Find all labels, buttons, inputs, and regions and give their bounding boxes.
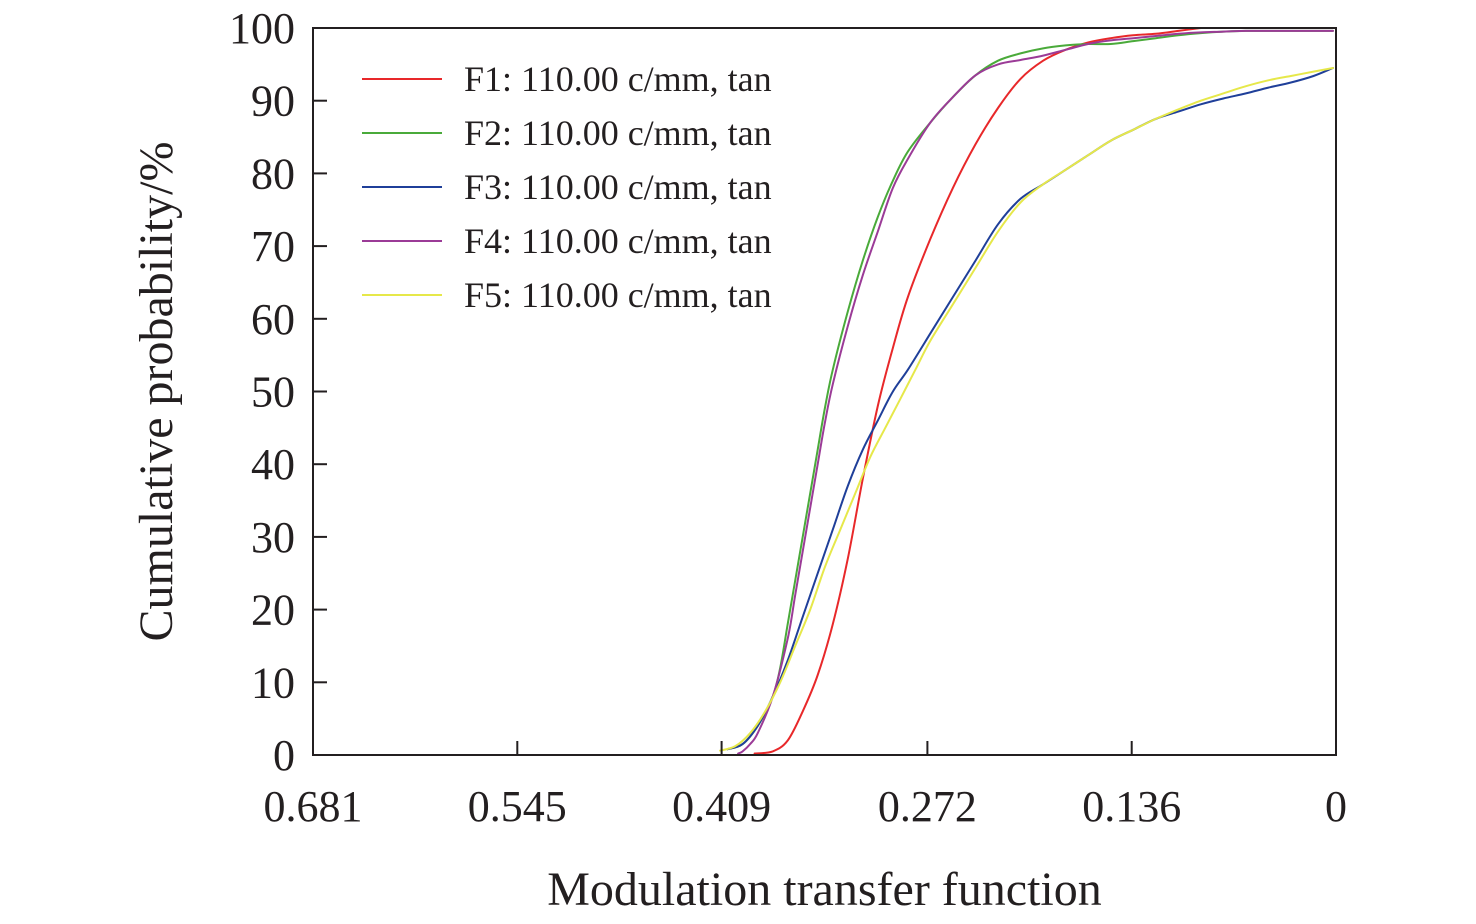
- x-tick-label: 0.409: [672, 782, 771, 831]
- series-line-f4: [737, 29, 1334, 755]
- y-tick-label: 80: [251, 149, 295, 198]
- y-tick-label: 100: [229, 4, 295, 53]
- y-axis-title: Cumulative probability/%: [130, 142, 183, 642]
- legend-label-f1: F1: 110.00 c/mm, tan: [464, 59, 772, 99]
- y-tick-label: 50: [251, 368, 295, 417]
- series-line-f1: [753, 27, 1202, 755]
- x-axis-title: Modulation transfer function: [547, 863, 1102, 916]
- legend-label-f3: F3: 110.00 c/mm, tan: [464, 167, 772, 207]
- x-tick-label: 0.272: [878, 782, 977, 831]
- y-tick-label: 40: [251, 440, 295, 489]
- legend: F1: 110.00 c/mm, tan F2: 110.00 c/mm, tan…: [362, 59, 772, 315]
- series-line-f5: [719, 67, 1334, 752]
- y-tick-label: 20: [251, 586, 295, 635]
- x-tick-label: 0.136: [1082, 782, 1181, 831]
- x-tick-label: 0.681: [264, 782, 363, 831]
- y-tick-label: 60: [251, 295, 295, 344]
- y-tick-label: 0: [273, 731, 295, 780]
- legend-label-f2: F2: 110.00 c/mm, tan: [464, 113, 772, 153]
- legend-label-f5: F5: 110.00 c/mm, tan: [464, 275, 772, 315]
- series-layer: [719, 27, 1334, 755]
- ticks-layer: 0.681 0.545 0.409 0.272 0.136 0 0 10 20 30 40 50 60 7…: [229, 4, 1347, 831]
- series-line-f2: [726, 29, 1334, 751]
- y-tick-label: 70: [251, 222, 295, 271]
- legend-label-f4: F4: 110.00 c/mm, tan: [464, 221, 772, 261]
- y-tick-label: 10: [251, 658, 295, 707]
- series-line-f3: [726, 67, 1334, 751]
- x-tick-label: 0.545: [468, 782, 567, 831]
- x-tick-label: 0: [1325, 782, 1347, 831]
- y-tick-label: 90: [251, 77, 295, 126]
- y-tick-label: 30: [251, 513, 295, 562]
